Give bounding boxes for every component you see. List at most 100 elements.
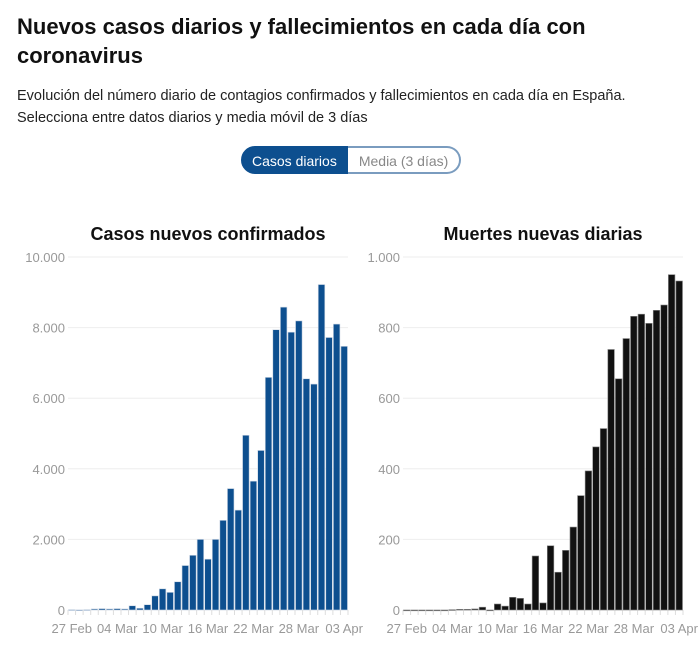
bar [317, 284, 326, 611]
y-tick-label: 2.000 [32, 532, 65, 547]
bar [509, 596, 517, 611]
bar [234, 509, 242, 611]
bar [189, 554, 197, 611]
bar [264, 377, 273, 611]
x-tick-label: 03 Apr [660, 621, 698, 636]
x-tick-label: 10 Mar [477, 621, 518, 636]
bar [441, 609, 449, 612]
page-title: Nuevos casos diarios y fallecimientos en… [17, 14, 586, 68]
data-mode-toggle: Casos diarios Media (3 días) [241, 146, 462, 174]
bar [456, 608, 464, 611]
bar [174, 581, 182, 611]
bar [340, 346, 348, 611]
bar [333, 323, 341, 611]
bar [425, 609, 434, 612]
x-tick-label: 22 Mar [568, 621, 609, 636]
bar [181, 565, 189, 611]
bar [98, 608, 106, 611]
bar [143, 604, 152, 611]
bar [501, 605, 509, 611]
bar [448, 609, 456, 611]
bar [204, 558, 212, 611]
daily-cases-button[interactable]: Casos diarios [241, 146, 348, 174]
y-tick-label: 800 [378, 321, 400, 336]
x-tick-label: 04 Mar [432, 621, 473, 636]
bar [151, 595, 159, 611]
bar [219, 520, 227, 611]
bar [546, 545, 555, 611]
bar [478, 606, 487, 611]
bar [272, 329, 280, 611]
bar [599, 428, 608, 611]
y-tick-label: 400 [378, 462, 400, 477]
y-tick-label: 10.000 [25, 250, 65, 265]
bar [106, 608, 114, 611]
bar [68, 609, 76, 611]
bar [562, 550, 570, 611]
bar [463, 608, 471, 611]
moving-average-button[interactable]: Media (3 días) [347, 146, 462, 174]
bar [83, 609, 91, 611]
y-tick-label: 1.000 [367, 250, 400, 265]
bar [471, 608, 479, 611]
bar [660, 304, 668, 611]
bar [227, 488, 235, 611]
y-tick-label: 0 [393, 603, 400, 618]
y-tick-label: 200 [378, 532, 400, 547]
bar [166, 592, 174, 611]
bar [494, 603, 502, 611]
bar [592, 446, 600, 611]
bar [159, 588, 167, 611]
bar [287, 331, 295, 611]
bar [121, 608, 129, 611]
page-subtitle: Evolución del número diario de contagios… [17, 85, 687, 129]
bar [280, 306, 288, 611]
subtitle-line: Evolución del número diario de contagios… [17, 88, 626, 104]
x-tick-label: 28 Mar [279, 621, 320, 636]
bar [569, 526, 577, 611]
y-tick-label: 4.000 [32, 462, 65, 477]
bar [622, 338, 630, 611]
bar [675, 280, 683, 611]
bar [310, 383, 318, 611]
subtitle-line: Selecciona entre datos diarios y media m… [17, 110, 368, 126]
bar [128, 605, 136, 611]
bar [75, 609, 83, 611]
bar [90, 608, 99, 611]
bar [433, 609, 441, 612]
bar [645, 323, 653, 611]
bar [403, 609, 411, 612]
y-tick-label: 600 [378, 391, 400, 406]
bar [584, 470, 592, 611]
bar [486, 609, 494, 612]
bar [211, 539, 220, 611]
x-tick-label: 03 Apr [325, 621, 363, 636]
bar [577, 495, 585, 611]
bar [196, 539, 205, 611]
bar [136, 607, 144, 611]
bar [295, 320, 303, 611]
bar [607, 349, 615, 611]
bar [524, 603, 532, 611]
bar [410, 609, 418, 612]
y-tick-label: 6.000 [32, 391, 65, 406]
bar [668, 274, 676, 611]
x-tick-label: 04 Mar [97, 621, 138, 636]
x-tick-label: 27 Feb [387, 621, 427, 636]
bar [615, 378, 623, 611]
x-tick-label: 16 Mar [188, 621, 229, 636]
x-tick-label: 22 Mar [233, 621, 274, 636]
bar [531, 555, 540, 611]
bar [637, 313, 645, 611]
bar [257, 450, 265, 611]
chart-title: Casos nuevos confirmados [90, 224, 325, 244]
bar [630, 316, 638, 611]
bar [113, 608, 121, 611]
x-tick-label: 28 Mar [614, 621, 655, 636]
bar [418, 609, 426, 612]
x-tick-label: 16 Mar [523, 621, 564, 636]
bar [539, 602, 547, 611]
bar [516, 598, 524, 611]
x-tick-label: 10 Mar [142, 621, 183, 636]
